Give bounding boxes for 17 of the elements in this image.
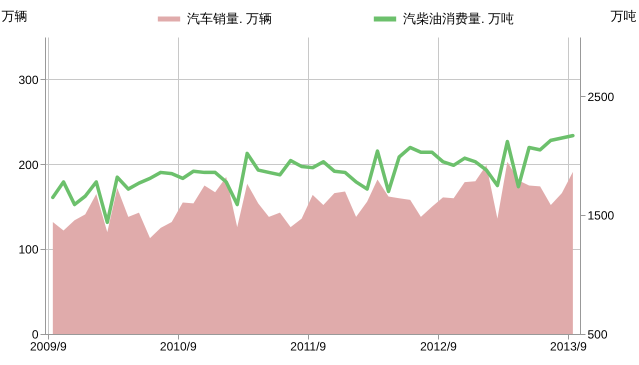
y2-tick-label: 1500	[588, 208, 615, 223]
y-tick-label: 0	[32, 328, 39, 342]
x-tick-label: 2010/9	[160, 340, 197, 354]
x-tick-label: 2012/9	[420, 340, 458, 354]
y-tick-label: 100	[18, 242, 39, 257]
y-tick-label: 300	[18, 72, 39, 87]
x-tick-label: 2013/9	[550, 340, 588, 354]
y-tick-label: 200	[18, 158, 39, 172]
y2-tick-label: 2500	[588, 90, 615, 104]
line-series	[51, 134, 575, 224]
y-axis-title: 万辆	[2, 8, 28, 24]
legend-label: 汽车销量. 万辆	[187, 11, 272, 26]
legend-label: 汽柴油消费量. 万吨	[403, 11, 514, 26]
y2-tick-label: 500	[588, 328, 608, 342]
x-tick-label: 2011/9	[290, 340, 326, 354]
y2-axis-title: 万吨	[610, 8, 636, 24]
x-tick-label: 2009/9	[30, 340, 68, 354]
